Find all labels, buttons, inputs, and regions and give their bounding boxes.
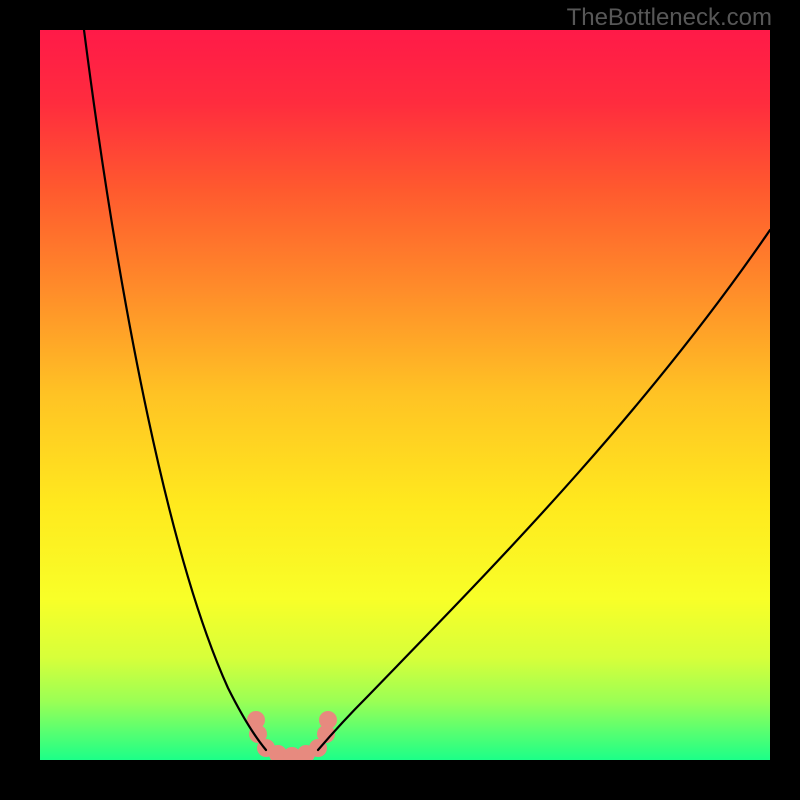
watermark-text: TheBottleneck.com [567,4,772,32]
chart-stage: TheBottleneck.com [0,0,800,800]
curve-overlay [0,0,800,800]
valley-blob-segment [319,711,337,729]
curve-left [84,30,266,750]
curve-right [318,230,770,750]
